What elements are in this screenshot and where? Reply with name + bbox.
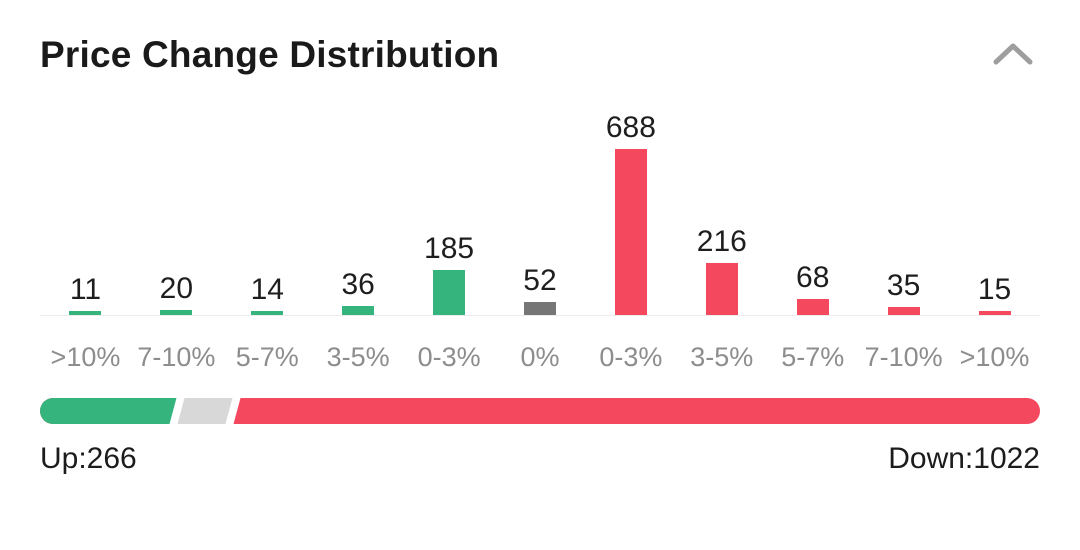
bar-column: 68 [767,262,858,315]
bars-row: 11 20 14 36 185 52 688 216 68 35 15 [40,90,1040,316]
bar-value-label: 52 [523,264,557,297]
x-axis-label: 5-7% [781,342,845,372]
x-axis-label: >10% [50,342,121,372]
x-axis-label: 5-7% [235,342,299,372]
card-title: Price Change Distribution [40,34,500,75]
x-axis-label: >10% [959,342,1030,372]
bar-value-label: 11 [69,273,102,306]
bar-column: 216 [676,226,767,315]
x-axis-label: 7-10% [864,342,943,372]
ratio-up-segment [40,398,186,424]
bar-column: 185 [404,233,495,315]
bar-column: 20 [131,273,222,315]
down-count-label: Down:1022 [888,442,1040,475]
ratio-flat-segment [177,398,232,424]
chevron-up-icon [993,43,1033,65]
bar-value-label: 35 [886,269,921,302]
ratio-summary: Up:266 Down:1022 [40,442,1040,475]
x-axis-label: 7-10% [137,342,216,372]
bar-column: 52 [495,265,586,315]
bar-value-label: 216 [696,225,747,258]
x-axis-label: 0-3% [599,342,663,372]
bar-column: 14 [222,274,313,315]
bar-value-label: 15 [977,273,1012,306]
bar-column: 11 [40,274,131,315]
bar-value-label: 36 [341,268,375,301]
bar-column: 688 [585,112,676,315]
card-header: Price Change Distribution [40,0,1040,76]
collapse-button[interactable] [986,35,1040,75]
bar-value-label: 68 [796,261,830,294]
bar-up [251,311,284,315]
bar-down [705,263,738,315]
bar-down [614,149,647,315]
bar-column: 15 [949,274,1040,315]
bar-down [887,307,920,315]
x-axis-label: 0% [520,342,560,372]
bar-column: 35 [858,270,949,315]
bar-chart: 11 20 14 36 185 52 688 216 68 35 15 >10% 7-10% 5-7% 3… [40,90,1040,372]
bar-down [978,311,1011,315]
bar-value-label: 20 [159,272,194,305]
bar-up [433,270,466,315]
bar-up [160,310,193,315]
x-axis-label: 0-3% [417,342,481,372]
x-axis-label: 3-5% [326,342,390,372]
bar-up [342,306,375,315]
x-axis-label: 3-5% [690,342,754,372]
bar-down [796,299,829,315]
bar-up [69,311,102,315]
bar-value-label: 185 [424,232,475,265]
labels-row: >10% 7-10% 5-7% 3-5% 0-3% 0% 0-3% 3-5% 5-7% 7-10%… [40,316,1040,372]
up-down-ratio-bar [40,398,1040,424]
up-count-label: Up:266 [40,442,137,475]
bar-value-label: 14 [250,273,284,306]
bar-value-label: 688 [605,111,656,144]
bar-flat [523,302,556,315]
bar-column: 36 [313,269,404,315]
